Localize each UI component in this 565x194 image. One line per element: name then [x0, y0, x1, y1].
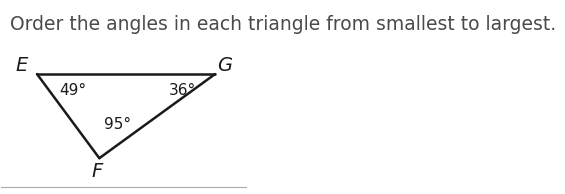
Text: G: G	[218, 56, 232, 75]
Text: 36°: 36°	[168, 83, 195, 98]
Text: 95°: 95°	[104, 117, 131, 132]
Text: Order the angles in each triangle from smallest to largest.: Order the angles in each triangle from s…	[10, 15, 557, 34]
Text: F: F	[92, 162, 103, 181]
Text: E: E	[15, 56, 28, 75]
Text: 49°: 49°	[59, 83, 86, 98]
